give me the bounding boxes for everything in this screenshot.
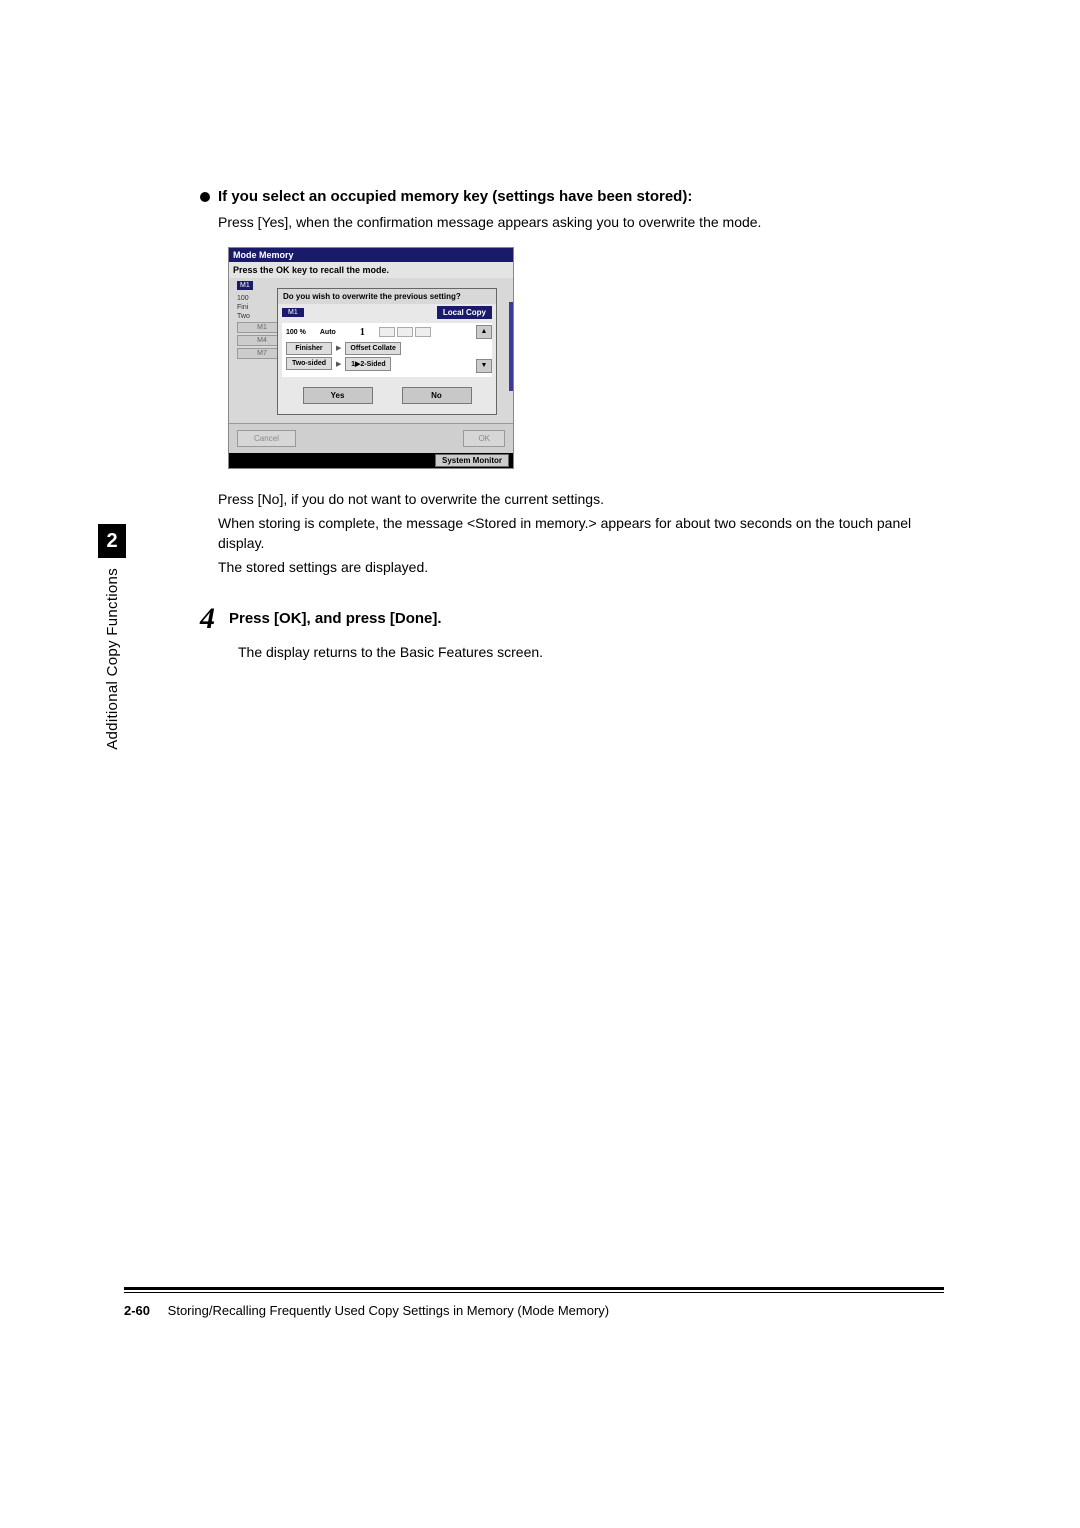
step-number: 4: [200, 604, 215, 634]
stamp-icon: [379, 327, 395, 337]
copy-count: 1: [360, 327, 365, 338]
footer-rule-thick: [124, 1287, 944, 1290]
bg-m1-tab: M1: [237, 281, 253, 290]
step-4: 4 Press [OK], and press [Done].: [200, 604, 960, 634]
panel-title: Mode Memory: [229, 248, 513, 262]
para-stored: The stored settings are displayed.: [218, 557, 960, 577]
cancel-button[interactable]: Cancel: [237, 430, 296, 447]
bullet-heading-occupied: If you select an occupied memory key (se…: [200, 188, 960, 205]
chapter-side-tab: 2 Additional Copy Functions: [98, 524, 126, 750]
para-press-no: Press [No], if you do not want to overwr…: [218, 489, 960, 509]
right-accent: [509, 302, 513, 391]
mode-memory-panel: Mode Memory Press the OK key to recall t…: [228, 247, 514, 469]
device-screenshot: Mode Memory Press the OK key to recall t…: [228, 247, 960, 469]
stamp-icons: [379, 327, 431, 337]
local-copy-label: Local Copy: [437, 306, 492, 319]
chapter-label: Additional Copy Functions: [104, 568, 121, 750]
yes-no-row: Yes No: [278, 379, 496, 414]
yes-button[interactable]: Yes: [303, 387, 373, 404]
offset-collate-btn[interactable]: Offset Collate: [345, 342, 401, 355]
two-sided-btn[interactable]: Two-sided: [286, 357, 332, 370]
overwrite-dialog: Do you wish to overwrite the previous se…: [277, 288, 497, 415]
panel-body: M1 100 Fini Two M1 M4 M7 Do you wish to …: [229, 278, 513, 423]
paper-value: Auto: [320, 329, 336, 336]
page-number: 2-60: [124, 1303, 150, 1318]
heading-text: If you select an occupied memory key (se…: [218, 188, 692, 205]
chapter-number-box: 2: [98, 524, 126, 558]
system-bar: System Monitor: [229, 453, 513, 468]
m1-chip: M1: [282, 308, 304, 317]
bullet-dot: [200, 192, 210, 202]
step-body: The display returns to the Basic Feature…: [238, 644, 960, 660]
scroll-down-button[interactable]: ▼: [476, 359, 492, 373]
no-button[interactable]: No: [402, 387, 472, 404]
ok-button[interactable]: OK: [463, 430, 505, 447]
footer-title: Storing/Recalling Frequently Used Copy S…: [168, 1303, 609, 1318]
stamp-icon: [415, 327, 431, 337]
step-title: Press [OK], and press [Done].: [229, 610, 442, 627]
page-footer: 2-60 Storing/Recalling Frequently Used C…: [124, 1287, 944, 1318]
after-image-paragraphs: Press [No], if you do not want to overwr…: [218, 489, 960, 578]
panel-footer: Cancel OK: [229, 423, 513, 453]
settings-preview: 100 % Auto 1 Finisher ▶: [282, 323, 492, 377]
para-press-yes: Press [Yes], when the confirmation messa…: [218, 213, 960, 233]
two-sided-value-btn[interactable]: 1▶2-Sided: [345, 357, 391, 371]
scroll-up-button[interactable]: ▲: [476, 325, 492, 339]
dialog-header: M1 Local Copy: [278, 304, 496, 321]
scroll-arrows: ▲ ▼: [476, 325, 492, 373]
stamp-icon: [397, 327, 413, 337]
footer-text: 2-60 Storing/Recalling Frequently Used C…: [124, 1303, 944, 1318]
finisher-btn[interactable]: Finisher: [286, 342, 332, 355]
dialog-question: Do you wish to overwrite the previous se…: [278, 289, 496, 304]
arrow-icon: ▶: [336, 360, 341, 368]
panel-subtitle: Press the OK key to recall the mode.: [229, 262, 513, 278]
arrow-icon: ▶: [336, 344, 341, 352]
zoom-value: 100 %: [286, 329, 306, 336]
para-storing: When storing is complete, the message <S…: [218, 513, 960, 554]
footer-rule-thin: [124, 1292, 944, 1293]
system-monitor-button[interactable]: System Monitor: [435, 454, 509, 467]
